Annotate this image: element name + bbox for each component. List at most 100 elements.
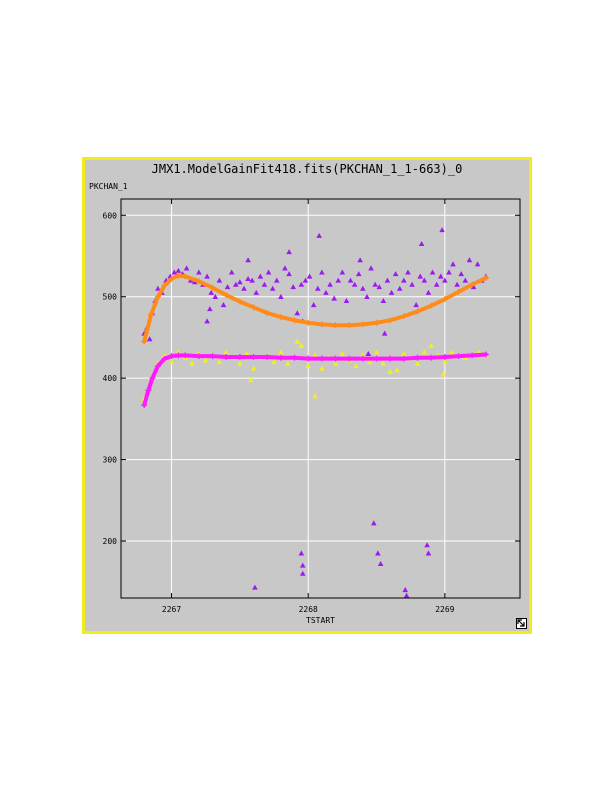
lower-fit-marker: [455, 353, 462, 360]
lower-data-point: [428, 342, 434, 348]
upper-data-point: [343, 297, 350, 304]
upper-data-point: [183, 265, 190, 271]
upper-data-point: [433, 281, 440, 287]
y-tick-label: 400: [103, 374, 118, 383]
upper-fit-marker: [182, 273, 189, 280]
lower-fit-marker: [154, 362, 161, 369]
upper-data-point: [269, 285, 276, 291]
upper-data-point: [396, 285, 403, 291]
plot-title: JMX1.ModelGainFit418.fits(PKCHAN_1_1-663…: [151, 162, 463, 176]
upper-data-point: [241, 285, 247, 291]
upper-data-point: [323, 289, 329, 295]
upper-data-point: [384, 277, 391, 283]
chart: 200 300 400 500 600 2267 2268 2269 TSTART: [103, 198, 521, 625]
upper-data-point: [216, 277, 223, 283]
lower-data-point: [366, 359, 373, 365]
upper-fit-marker: [223, 292, 230, 299]
y-tick-label: 200: [103, 537, 118, 546]
upper-data-point: [388, 289, 395, 295]
lower-data-point: [312, 352, 318, 358]
plot-window: JMX1.ModelGainFit418.fits(PKCHAN_1_1-663…: [82, 157, 532, 634]
upper-data-point: [429, 269, 436, 275]
upper-data-point: [155, 285, 161, 291]
upper-data-point: [316, 232, 322, 238]
upper-fit-marker: [161, 282, 168, 289]
lower-data-point: [380, 360, 387, 366]
upper-data-point: [439, 227, 445, 233]
lower-data-point: [440, 371, 447, 377]
lower-data-point: [401, 350, 407, 356]
lower-data-point: [248, 376, 254, 383]
y-tick-label: 300: [103, 456, 118, 465]
plot-frame: [120, 198, 521, 599]
upper-data-point: [208, 289, 214, 295]
lower-fit-marker: [168, 353, 175, 360]
upper-data-point: [405, 269, 411, 275]
upper-data-point: [306, 273, 313, 279]
upper-data-point: [365, 350, 372, 356]
upper-data-point: [425, 289, 432, 295]
lower-fit-marker: [209, 353, 216, 360]
x-tick-label: 2269: [435, 605, 454, 614]
upper-data-point: [245, 257, 251, 263]
upper-fit-marker: [264, 310, 271, 316]
upper-data-point: [204, 318, 210, 324]
upper-fit-marker: [291, 317, 298, 324]
lower-fit-marker: [400, 355, 407, 362]
lower-fit-marker: [264, 353, 271, 360]
upper-fit-marker: [482, 274, 489, 281]
upper-fit-marker: [305, 319, 312, 326]
upper-fit-marker: [141, 338, 148, 345]
upper-data-point: [424, 542, 430, 548]
upper-data-point: [360, 285, 366, 291]
lower-data-point: [294, 338, 301, 344]
upper-fit-marker: [387, 317, 394, 324]
x-axis-label: TSTART: [306, 616, 335, 625]
lower-data-point: [250, 365, 257, 371]
upper-fit-marker: [250, 304, 257, 311]
upper-data-point: [294, 310, 301, 316]
upper-data-point: [299, 570, 306, 576]
lower-data-point: [319, 365, 325, 371]
upper-data-point: [228, 269, 235, 275]
upper-data-point: [372, 281, 378, 287]
lower-fit-marker: [182, 352, 189, 359]
lower-data-point: [387, 368, 393, 374]
lower-fit-marker: [277, 354, 284, 361]
upper-fit-marker: [346, 322, 353, 329]
upper-data-point: [302, 277, 309, 283]
upper-data-point: [237, 279, 243, 285]
upper-data-point: [376, 284, 383, 290]
upper-data-point: [402, 587, 409, 593]
upper-data-point: [450, 261, 456, 267]
upper-fit-marker: [277, 314, 284, 321]
lower-data-point: [394, 367, 400, 373]
upper-data-point: [403, 592, 410, 598]
lower-fit-marker: [149, 375, 156, 382]
upper-data-point: [370, 520, 377, 526]
upper-data-point: [355, 271, 362, 277]
lower-data-point: [332, 360, 339, 366]
upper-data-point: [282, 265, 288, 271]
upper-data-point: [418, 240, 425, 247]
upper-data-point: [278, 293, 284, 299]
y-axis-label: PKCHAN_1: [89, 182, 128, 191]
lower-fit-marker: [469, 352, 476, 359]
upper-data-point: [401, 277, 407, 283]
lower-fit-marker: [291, 354, 298, 361]
upper-data-point: [310, 302, 317, 308]
lower-data-point: [298, 342, 305, 348]
upper-data-point: [299, 562, 306, 568]
lower-fit-marker: [161, 355, 168, 362]
upper-data-point: [454, 281, 460, 287]
upper-data-point: [290, 284, 296, 290]
upper-fit-marker: [400, 313, 407, 320]
resize-handle-icon[interactable]: [516, 618, 527, 629]
lower-data-point: [442, 359, 448, 365]
lower-data-point: [271, 359, 277, 365]
upper-data-point: [327, 281, 333, 287]
lower-data-point: [202, 357, 209, 363]
upper-data-point: [261, 281, 268, 287]
upper-data-point: [286, 249, 292, 255]
upper-data-point: [442, 277, 448, 283]
